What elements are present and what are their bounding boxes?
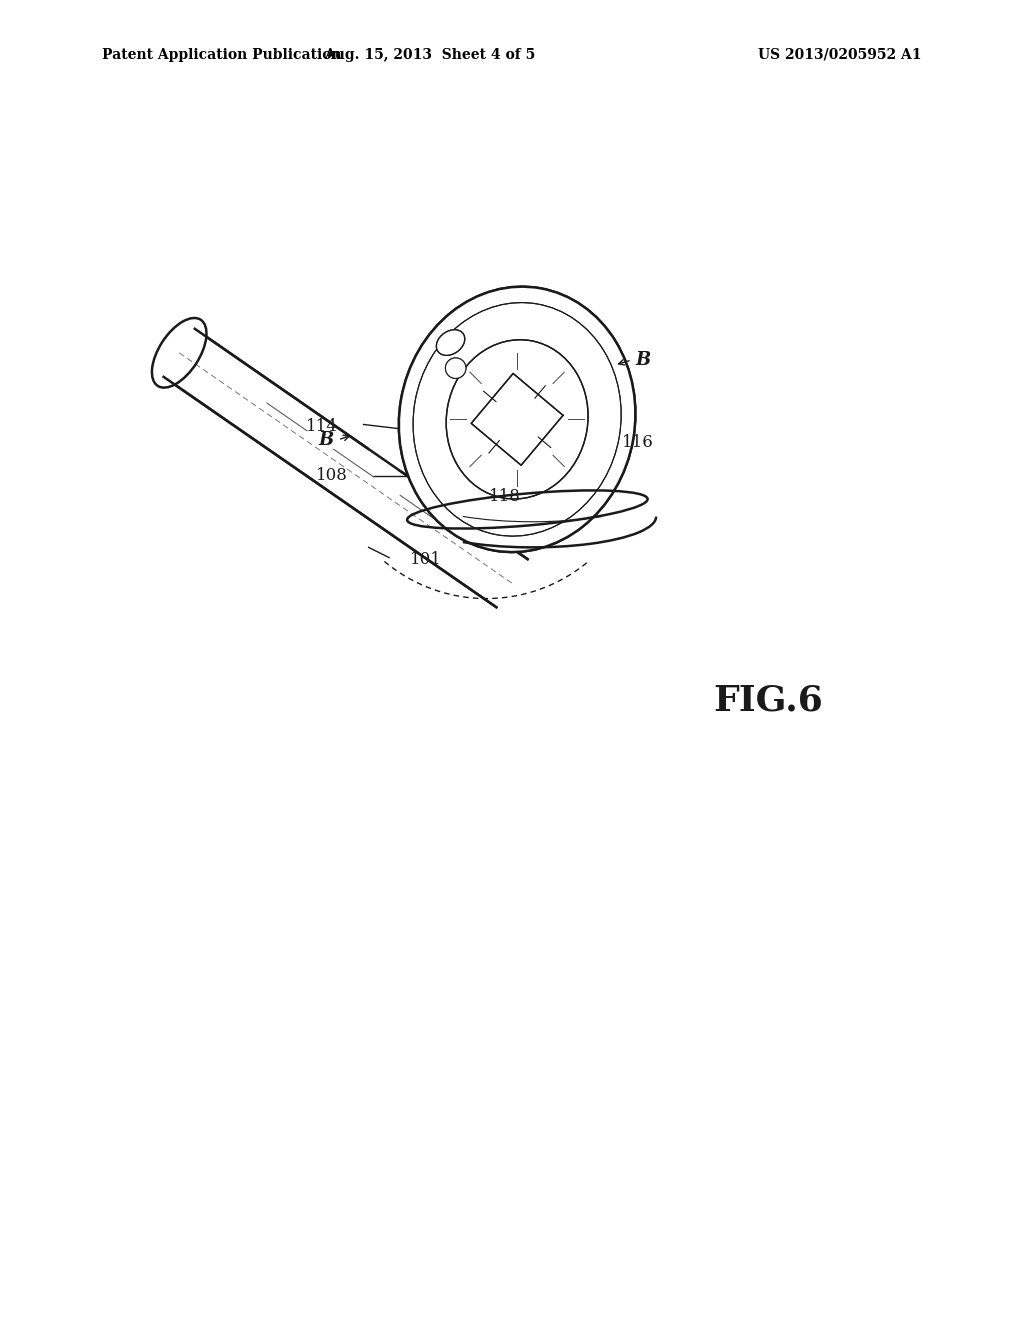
Text: B: B: [636, 351, 650, 370]
Ellipse shape: [436, 330, 465, 355]
Text: 114: 114: [306, 418, 338, 436]
Text: FIG.6: FIG.6: [713, 684, 823, 718]
Circle shape: [445, 358, 466, 379]
Circle shape: [445, 358, 466, 379]
Text: 101: 101: [410, 552, 441, 568]
Ellipse shape: [399, 286, 635, 552]
Text: Aug. 15, 2013  Sheet 4 of 5: Aug. 15, 2013 Sheet 4 of 5: [325, 48, 536, 62]
Ellipse shape: [399, 286, 635, 552]
Text: 108: 108: [316, 467, 348, 484]
Text: B: B: [318, 430, 333, 449]
Text: 118: 118: [488, 487, 520, 504]
Ellipse shape: [152, 318, 207, 388]
Text: US 2013/0205952 A1: US 2013/0205952 A1: [758, 48, 922, 62]
Ellipse shape: [436, 330, 465, 355]
Text: Patent Application Publication: Patent Application Publication: [102, 48, 342, 62]
FancyBboxPatch shape: [369, 358, 481, 470]
Text: 116: 116: [622, 434, 653, 451]
